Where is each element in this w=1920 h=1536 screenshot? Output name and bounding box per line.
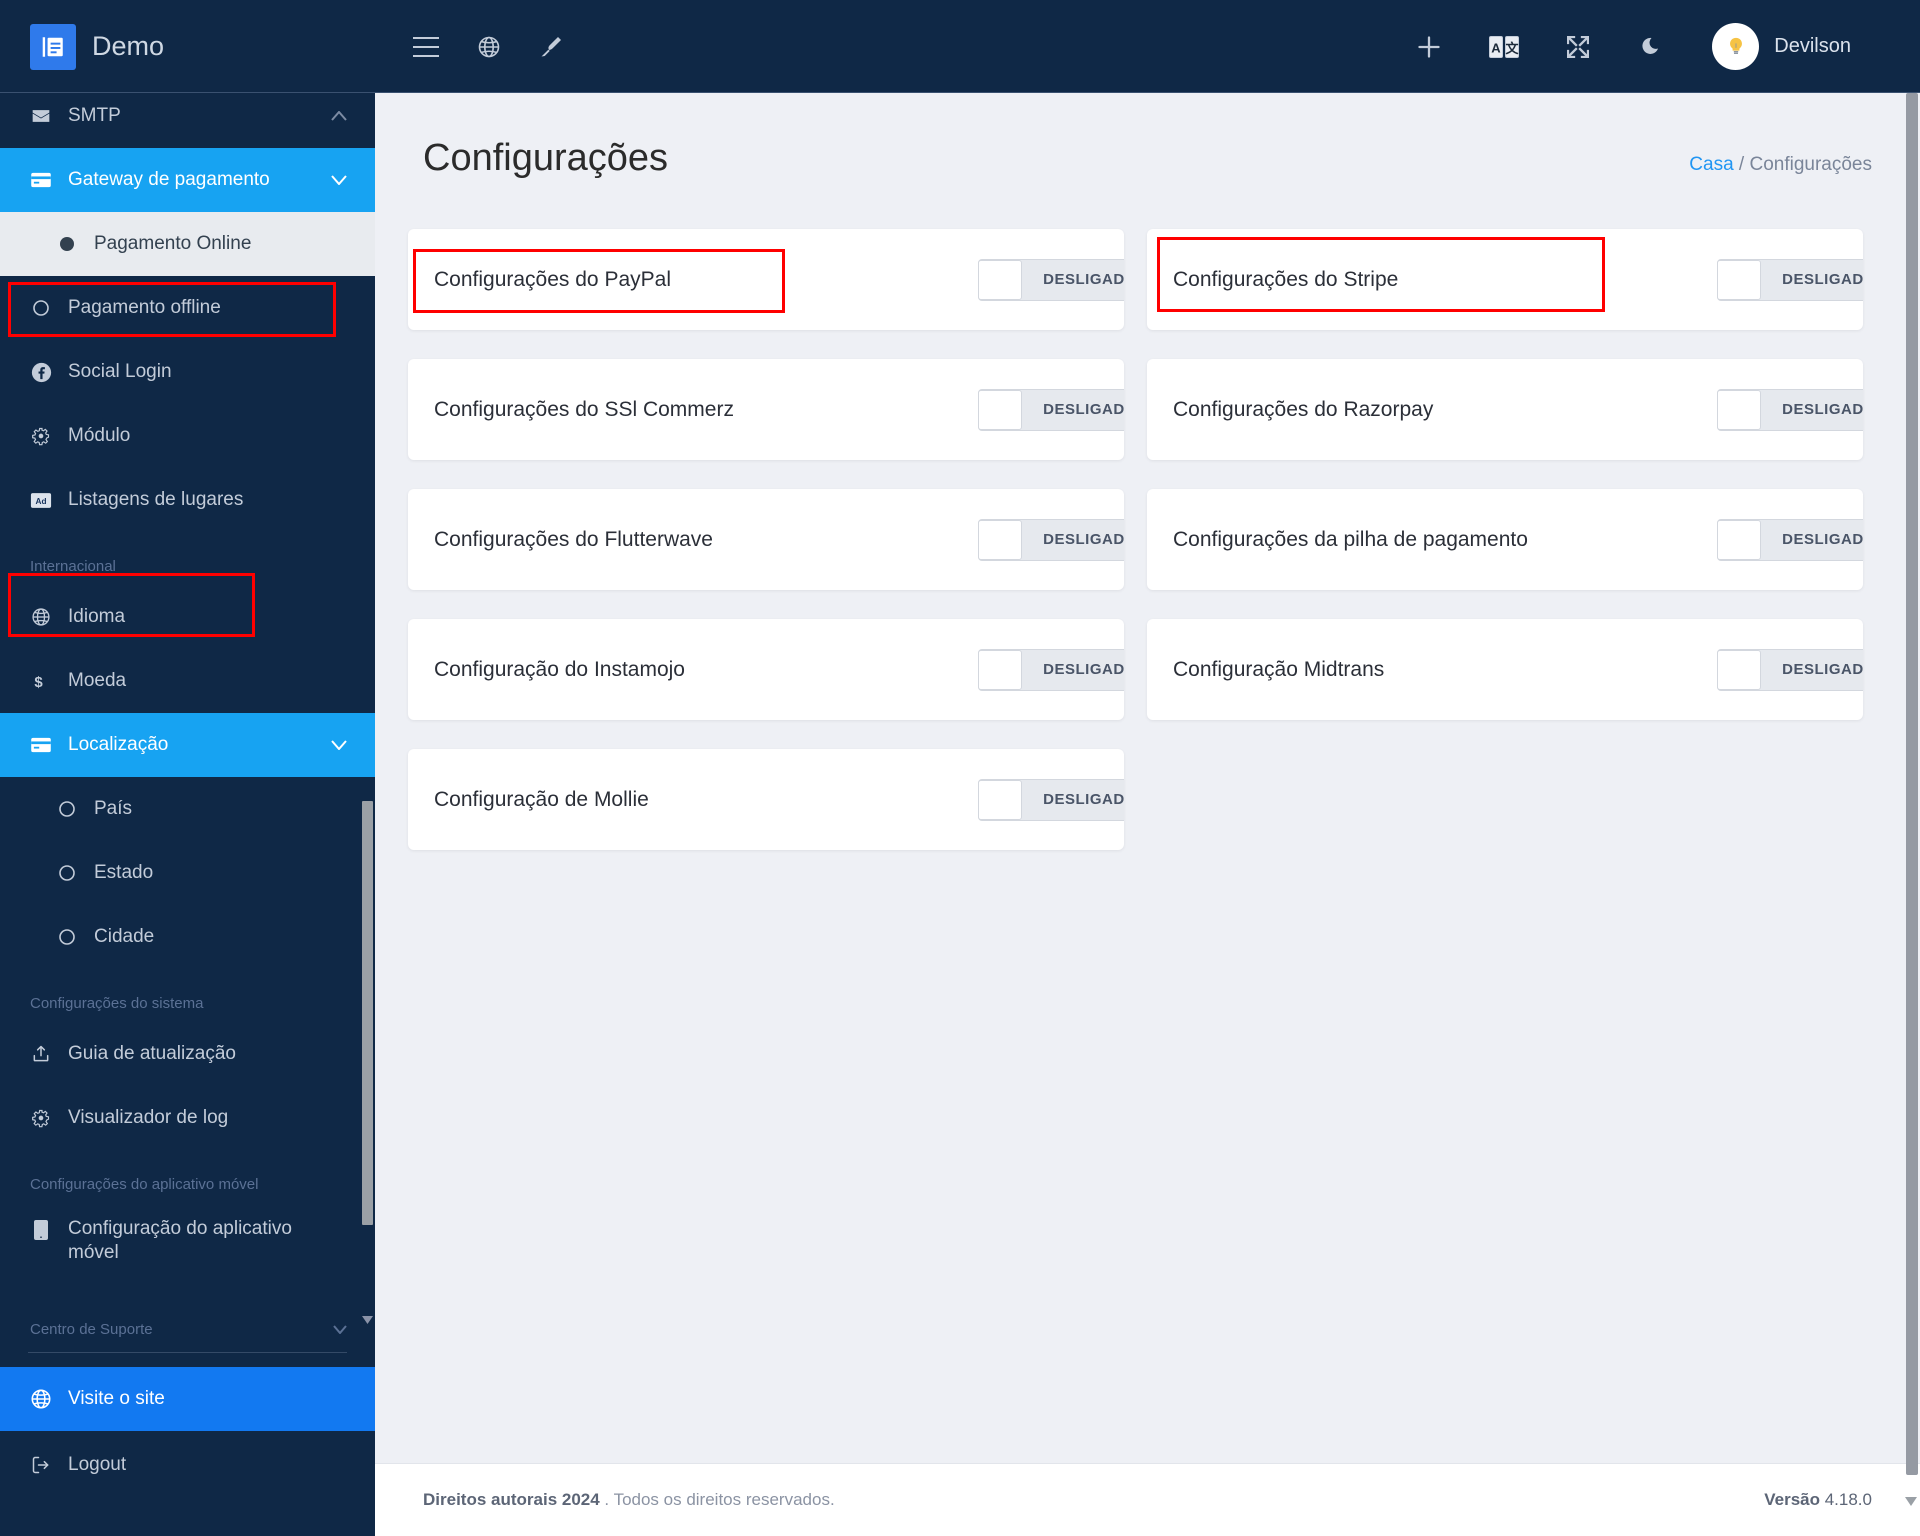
svg-text:A: A <box>1492 40 1502 55</box>
svg-text:文: 文 <box>1506 41 1520 56</box>
svg-text:$: $ <box>34 674 43 691</box>
svg-text:Ad: Ad <box>36 496 47 505</box>
